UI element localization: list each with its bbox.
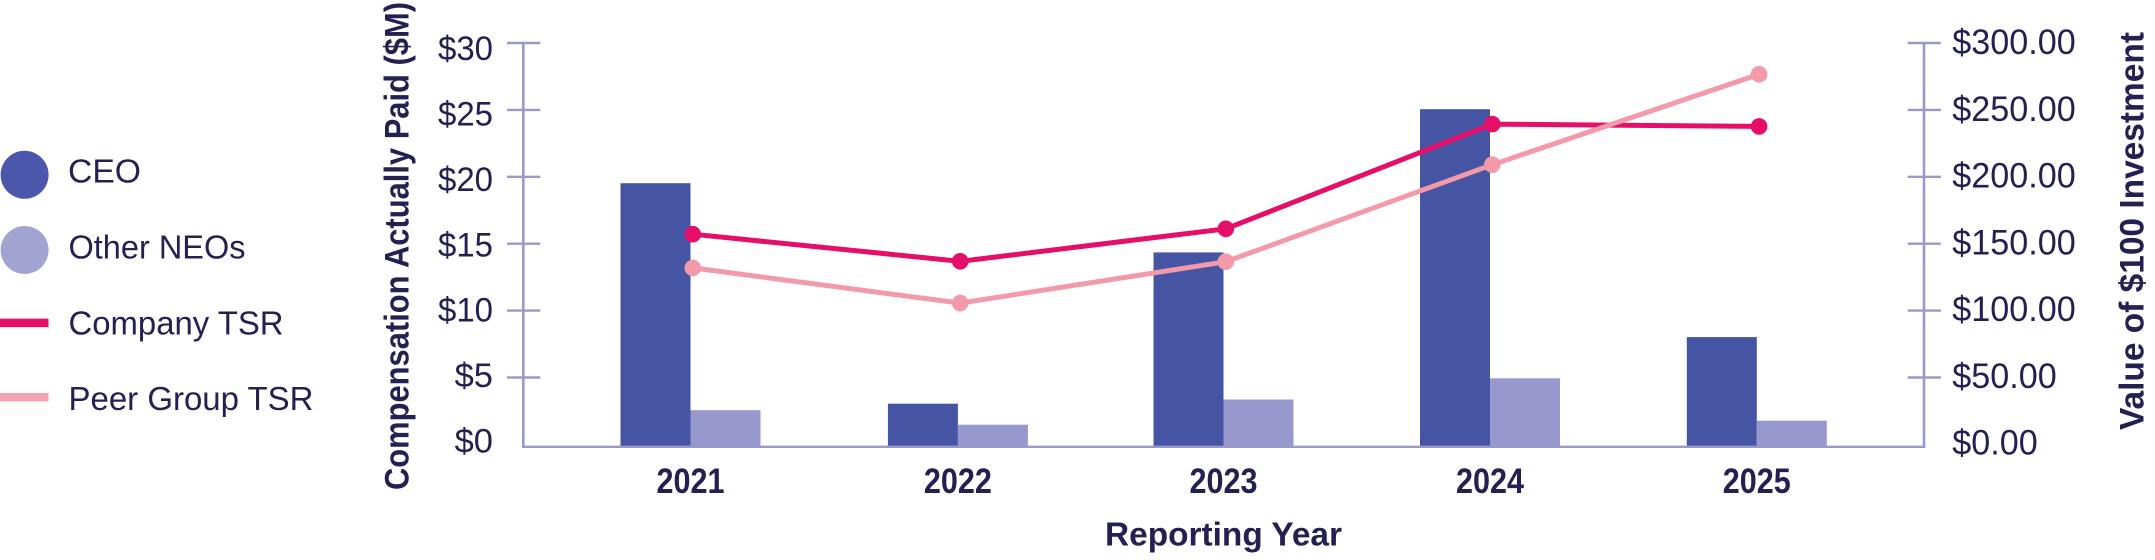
svg-text:$250.00: $250.00 — [1952, 89, 2075, 129]
svg-text:Value of $100 Investment: Value of $100 Investment — [2114, 32, 2152, 430]
svg-text:$0.00: $0.00 — [1952, 423, 2037, 463]
svg-text:$5: $5 — [455, 357, 493, 395]
svg-text:2023: 2023 — [1190, 462, 1258, 501]
svg-text:CEO: CEO — [68, 153, 141, 190]
svg-text:$30: $30 — [438, 30, 493, 68]
svg-text:2021: 2021 — [657, 462, 725, 501]
svg-text:Other NEOs: Other NEOs — [69, 228, 246, 265]
svg-text:2022: 2022 — [924, 462, 992, 501]
svg-text:$10: $10 — [438, 292, 493, 330]
svg-text:Compensation Actually Paid ($M: Compensation Actually Paid ($M) — [379, 2, 417, 490]
svg-text:2025: 2025 — [1723, 462, 1791, 501]
svg-text:$25: $25 — [438, 96, 493, 134]
svg-text:$15: $15 — [438, 226, 493, 264]
svg-text:$50.00: $50.00 — [1952, 356, 2056, 396]
svg-text:$300.00: $300.00 — [1952, 22, 2075, 62]
svg-text:$100.00: $100.00 — [1952, 289, 2075, 329]
svg-text:$0: $0 — [455, 423, 493, 461]
svg-text:$150.00: $150.00 — [1952, 222, 2075, 262]
svg-text:$200.00: $200.00 — [1952, 156, 2075, 196]
svg-text:2024: 2024 — [1456, 462, 1524, 501]
svg-text:Company TSR: Company TSR — [69, 304, 284, 341]
svg-text:$20: $20 — [438, 161, 493, 199]
svg-text:Reporting Year: Reporting Year — [1105, 516, 1342, 553]
svg-text:Peer Group TSR: Peer Group TSR — [69, 380, 314, 417]
